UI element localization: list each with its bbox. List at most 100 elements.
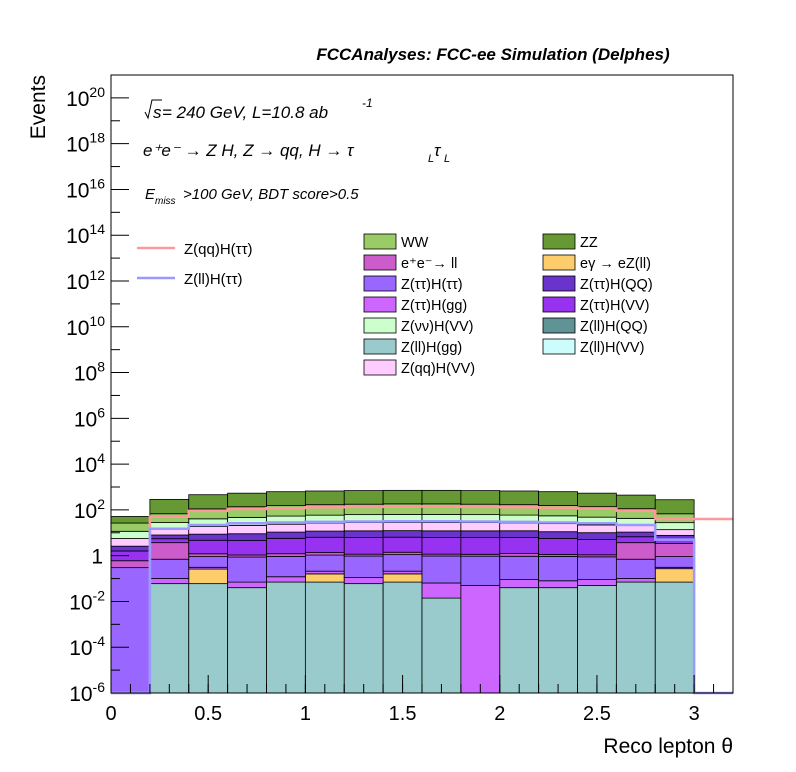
- annotation-energy: s = 240 GeV, L=10.8 ab -1: [144, 96, 373, 122]
- tau-subscript-2: L: [444, 153, 450, 165]
- legend-label: WW: [401, 235, 429, 251]
- x-tick-label: 1.5: [389, 703, 417, 725]
- bar: [149, 578, 190, 585]
- bar: [538, 491, 578, 506]
- bar: [149, 558, 190, 579]
- bar: [654, 581, 695, 694]
- bar: [188, 539, 229, 555]
- legend-swatch: [363, 359, 397, 376]
- legend-swatch: [542, 233, 576, 250]
- legend-label: Z(ll)H(gg): [401, 340, 462, 356]
- bar: [188, 568, 229, 585]
- bar: [499, 587, 540, 694]
- bar: [460, 522, 501, 532]
- series-4: [149, 566, 695, 694]
- bar: [188, 526, 229, 535]
- cut-e: E: [145, 186, 156, 203]
- x-tick-label: 2.5: [583, 703, 611, 725]
- y-tick-label: 1010: [66, 313, 105, 340]
- y-tick-label: 10-6: [69, 679, 105, 706]
- legend-swatch: [363, 254, 397, 271]
- bar: [654, 529, 695, 536]
- bar: [110, 567, 151, 694]
- axes: 0 0.5 1 1.5 2 2.5 3 10-6 10-4 10-2 1 102 104 106 108 10…: [66, 74, 734, 725]
- bar: [421, 522, 462, 532]
- series-9: [110, 521, 695, 547]
- signal-line-0: [111, 505, 733, 695]
- bar: [499, 490, 540, 506]
- bar: [304, 522, 345, 532]
- bar: [188, 494, 229, 510]
- bar: [382, 530, 423, 538]
- bar: [304, 573, 345, 583]
- bar: [304, 536, 345, 554]
- legend-label: ZZ: [580, 235, 598, 251]
- bar: [382, 570, 423, 575]
- y-tick-label: 10-4: [69, 633, 105, 660]
- bar: [382, 489, 423, 505]
- bar: [499, 530, 540, 538]
- tau-subscript-1: L: [428, 153, 434, 165]
- bar: [615, 525, 656, 533]
- series-5: [110, 554, 695, 694]
- bar: [615, 494, 656, 510]
- bar: [304, 554, 345, 572]
- sqrt-s: s: [153, 103, 162, 122]
- bar: [343, 537, 384, 555]
- bar: [227, 492, 267, 508]
- bar: [499, 537, 540, 554]
- legend-swatch: [542, 275, 576, 292]
- legend-label: Z(ll)H(ττ): [184, 271, 243, 288]
- legend-label: eγ → eZ(ll): [580, 256, 651, 272]
- bar: [227, 524, 267, 535]
- signal-line-1: [111, 519, 733, 695]
- legend-label: Z(ττ)H(QQ): [580, 277, 653, 293]
- bar: [538, 555, 578, 582]
- bar: [460, 555, 501, 586]
- tau-2: τ: [434, 141, 442, 160]
- series-8: [110, 530, 695, 552]
- y-tick-label: 104: [74, 450, 105, 477]
- signal-lines: [111, 505, 733, 695]
- legend-swatch: [363, 338, 397, 355]
- bar: [149, 513, 190, 523]
- bar: [382, 573, 423, 583]
- bar: [227, 533, 267, 541]
- x-tick-label: 0: [105, 703, 116, 725]
- energy-lumi: = 240 GeV, L=10.8 ab: [162, 103, 328, 122]
- bar: [499, 553, 540, 557]
- bar: [149, 498, 190, 515]
- legend-label: Z(ll)H(VV): [580, 340, 644, 356]
- legend-label: Z(qq)H(VV): [401, 361, 475, 377]
- bar: [227, 587, 267, 694]
- legend-swatch: [542, 296, 576, 313]
- series-2: [149, 581, 695, 694]
- bar: [266, 491, 306, 507]
- legend-label: Z(ll)H(QQ): [580, 319, 648, 335]
- bar: [654, 543, 695, 558]
- bar: [227, 540, 267, 556]
- bar: [343, 577, 384, 585]
- bar: [654, 499, 695, 515]
- bar: [343, 530, 384, 538]
- bar: [577, 556, 617, 581]
- y-tick-label: 1: [91, 546, 103, 569]
- x-tick-label: 1: [300, 703, 311, 725]
- bar: [654, 568, 695, 583]
- lumi-exponent: -1: [362, 96, 373, 110]
- y-tick-label: 10-2: [69, 587, 105, 614]
- bar: [266, 576, 306, 583]
- legend-label: Z(νν)H(VV): [401, 319, 474, 335]
- bar: [188, 583, 229, 694]
- x-tick-label: 2: [494, 703, 505, 725]
- y-tick-label: 1012: [66, 267, 105, 294]
- bar: [577, 579, 617, 586]
- x-tick-label: 0.5: [194, 703, 222, 725]
- bar: [266, 523, 306, 533]
- bar: [149, 538, 190, 544]
- bar: [304, 530, 345, 538]
- bar: [421, 537, 462, 555]
- bar: [577, 492, 617, 508]
- series-7: [110, 536, 695, 562]
